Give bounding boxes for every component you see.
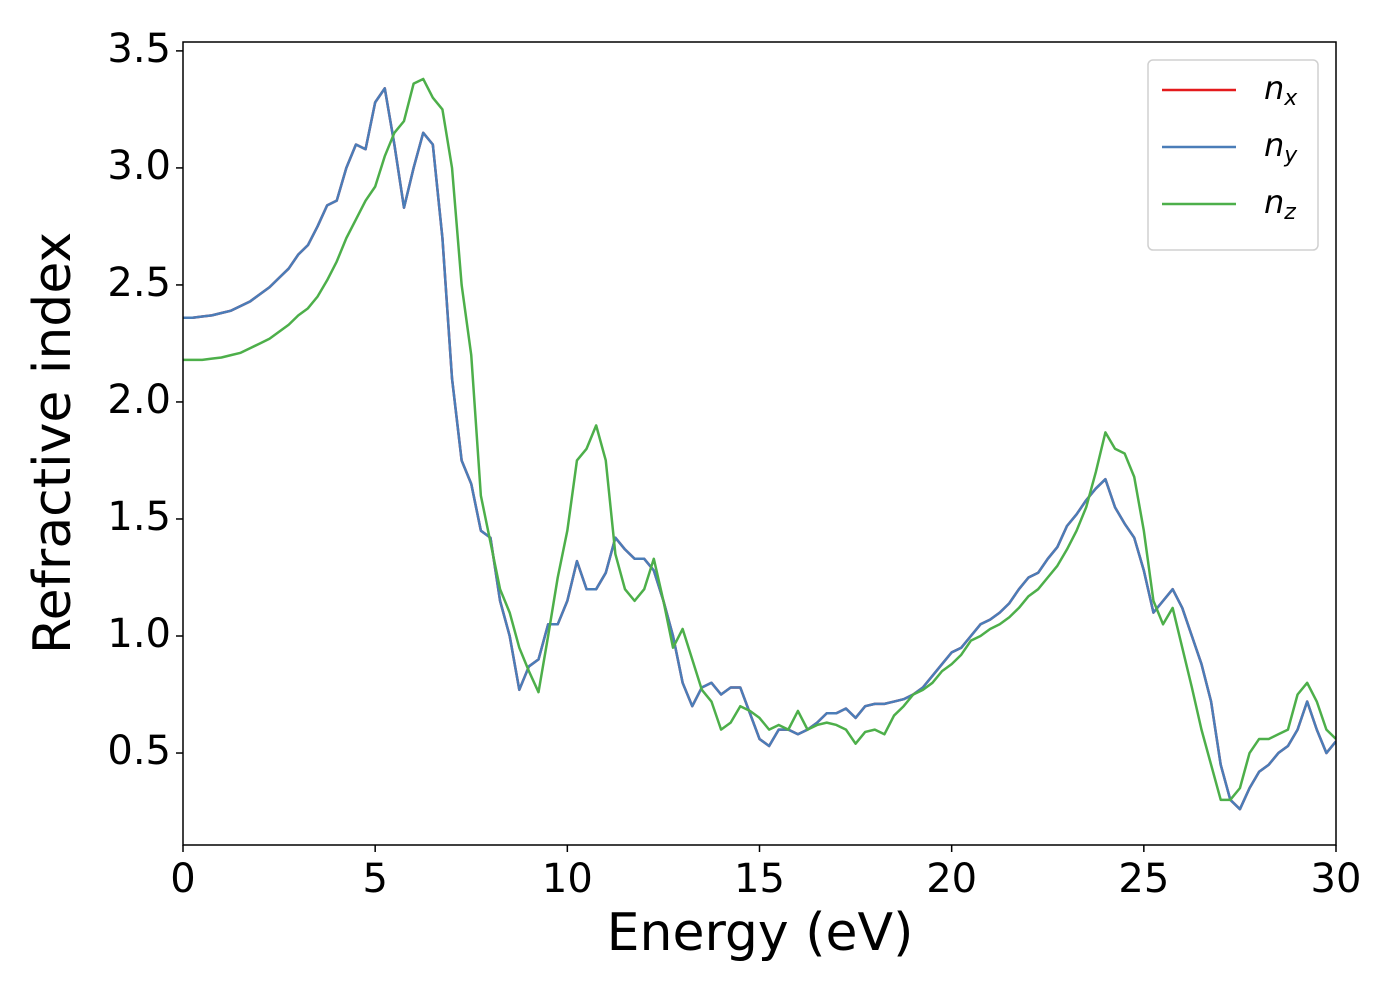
- legend-box: [1147, 59, 1319, 251]
- legend-label: nx: [1264, 69, 1298, 111]
- series-line: [183, 87, 1336, 811]
- y-axis-label: Refractive index: [23, 232, 83, 654]
- x-tick-label: 5: [362, 856, 387, 902]
- y-tick-label: 2.0: [107, 377, 171, 423]
- y-tick-label: 1.5: [107, 494, 171, 540]
- x-tick-label: 30: [1311, 856, 1362, 902]
- y-tick-label: 3.5: [107, 26, 171, 72]
- y-tick-label: 2.5: [107, 260, 171, 306]
- legend-label: nz: [1264, 183, 1296, 225]
- legend-label: ny: [1264, 126, 1298, 168]
- y-tick-label: 1.0: [107, 611, 171, 657]
- x-tick-label: 15: [734, 856, 785, 902]
- y-tick-label: 0.5: [107, 728, 171, 774]
- x-tick-label: 0: [170, 856, 195, 902]
- x-tick-label: 25: [1118, 856, 1169, 902]
- y-tick-label: 3.0: [107, 143, 171, 189]
- x-tick-label: 10: [542, 856, 593, 902]
- x-axis-label: Energy (eV): [607, 903, 914, 963]
- series-line: [183, 77, 1336, 802]
- plot-frame: [182, 41, 1337, 846]
- x-tick-label: 20: [926, 856, 977, 902]
